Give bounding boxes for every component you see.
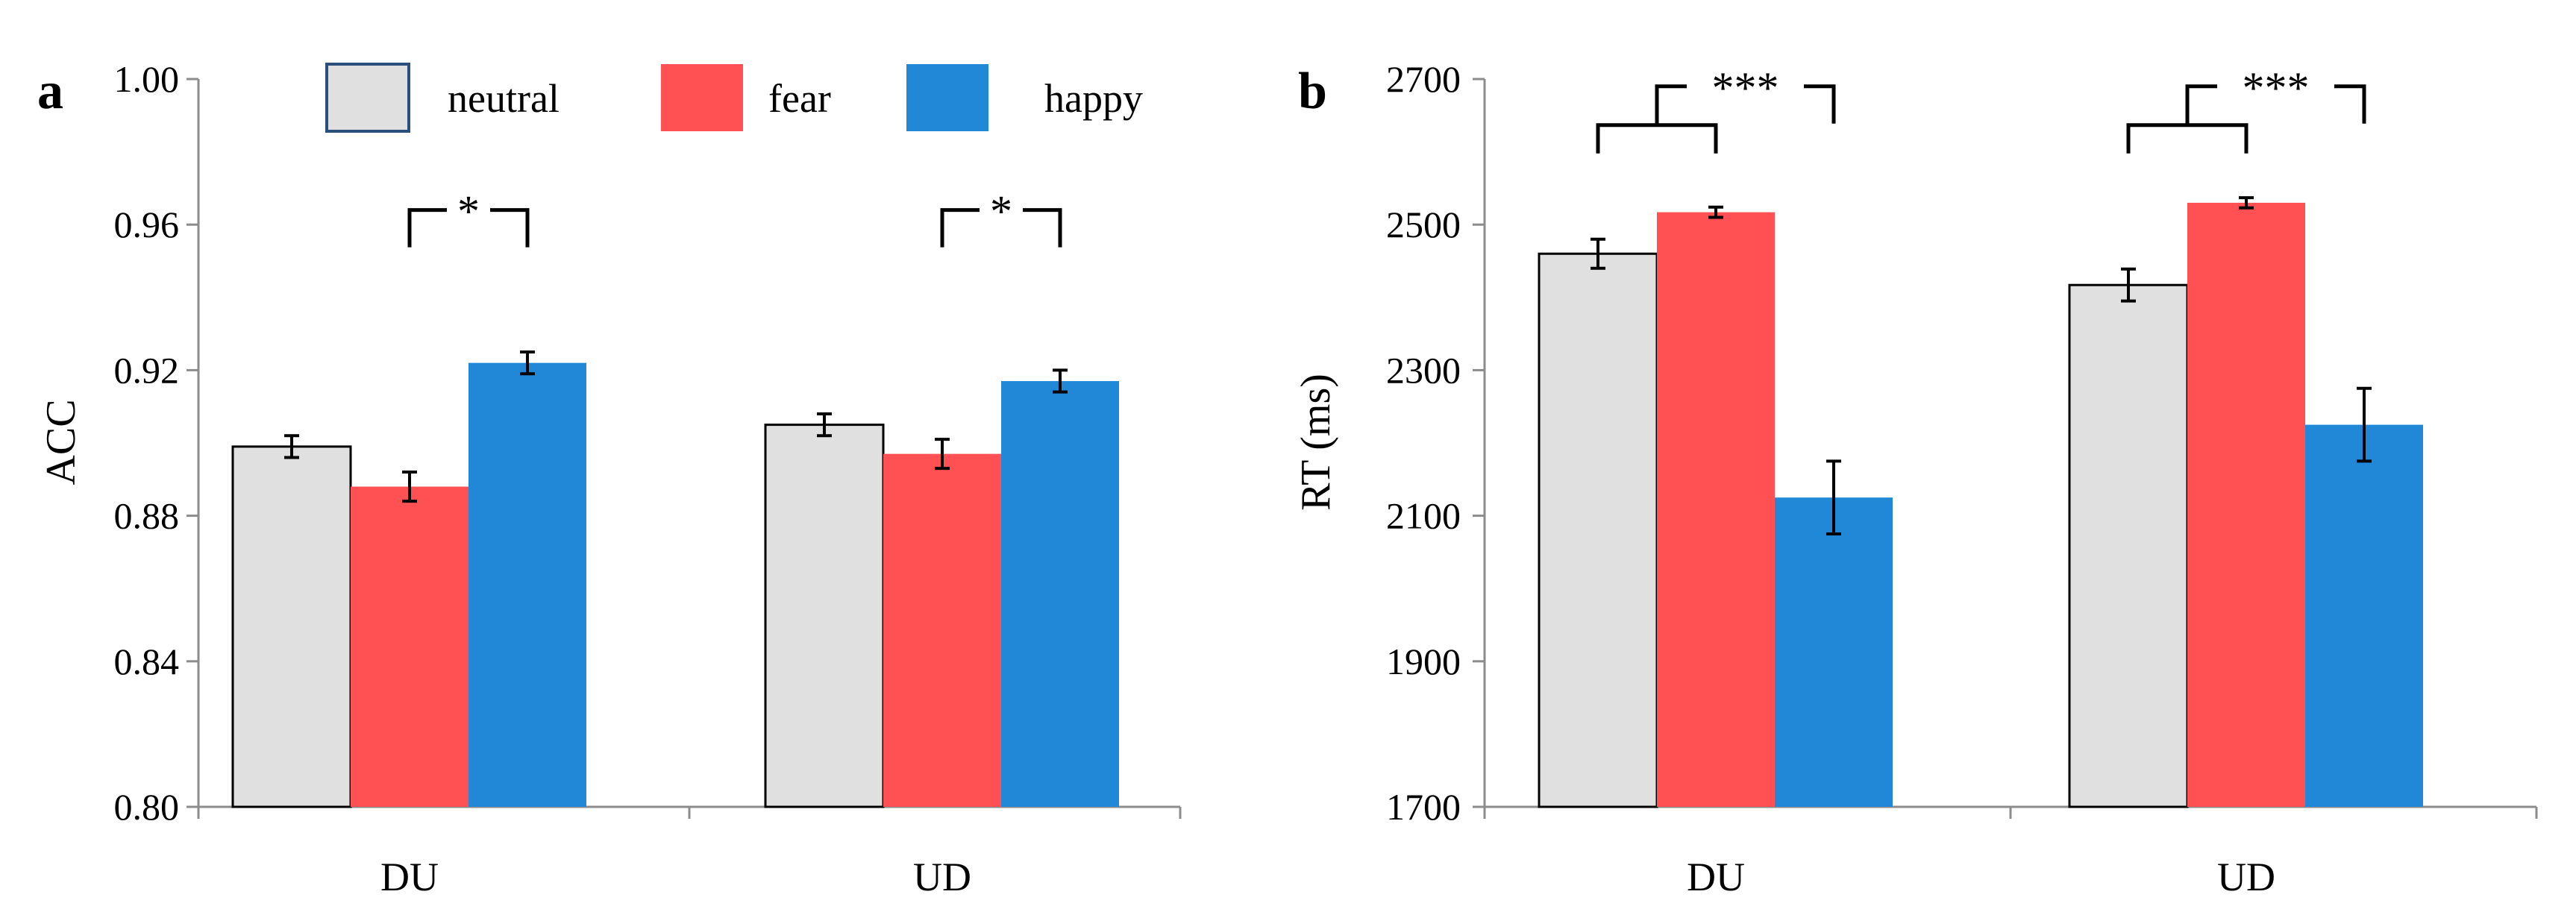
- panel-a-plot: 0.80 0.84 0.88 0.92 0.96 1.00 DU UD * *: [114, 58, 1182, 899]
- y-tick-label: 2500: [1386, 204, 1461, 245]
- x-category-label: DU: [380, 855, 439, 899]
- legend-swatch-happy: [906, 64, 988, 131]
- bar-happy-DU: [1775, 497, 1893, 807]
- legend-swatch-neutral: [325, 63, 410, 133]
- bar-fear-UD: [2187, 202, 2305, 807]
- significance-label: *: [457, 187, 480, 236]
- x-category-label: DU: [1687, 855, 1745, 899]
- bar-neutral-DU: [231, 445, 352, 808]
- y-tick-label: 0.84: [114, 641, 180, 682]
- bar-fear-DU: [1657, 212, 1775, 807]
- panel-b-plot: 1700 1900 2100 2300 2500 2700 DU UD *** ***: [1386, 58, 2538, 899]
- bar-happy-UD: [2305, 424, 2423, 807]
- y-tick-label: 1.00: [114, 58, 180, 100]
- significance-label: ***: [2243, 63, 2310, 113]
- y-tick-label: 2700: [1386, 58, 1461, 100]
- significance-bracket: [2334, 84, 2366, 124]
- legend-label-happy: happy: [1044, 76, 1143, 121]
- panel-a-ylabel: ACC: [38, 399, 84, 485]
- panel-b-ylabel: RT (ms): [1293, 374, 1339, 511]
- y-tick-label: 0.88: [114, 495, 180, 537]
- bar-fear-DU: [351, 486, 468, 807]
- significance-bracket: [407, 208, 447, 248]
- legend-swatch-fear: [661, 64, 743, 131]
- significance-bracket: [1596, 123, 1718, 154]
- bar-neutral-UD: [764, 424, 885, 808]
- significance-bracket: [490, 208, 530, 248]
- bar-fear-UD: [883, 453, 1001, 807]
- panel-a-letter: a: [37, 63, 63, 120]
- x-category-label: UD: [913, 855, 971, 899]
- bar-neutral-DU: [1538, 252, 1658, 808]
- significance-bracket: [940, 208, 980, 248]
- y-tick-label: 1900: [1386, 641, 1461, 682]
- y-tick-label: 2100: [1386, 495, 1461, 537]
- y-tick-label: 0.92: [114, 349, 180, 391]
- y-tick-label: 1700: [1386, 786, 1461, 828]
- significance-bracket: [1655, 84, 1687, 125]
- x-category-label: UD: [2217, 855, 2275, 899]
- y-tick-label: 2300: [1386, 349, 1461, 391]
- panel-b-letter: b: [1298, 63, 1327, 120]
- y-tick-label: 0.80: [114, 786, 180, 828]
- significance-bracket: [2126, 123, 2248, 154]
- significance-bracket: [1023, 208, 1062, 248]
- bar-happy-DU: [468, 362, 586, 807]
- y-tick-label: 0.96: [114, 204, 180, 245]
- significance-label: *: [990, 187, 1012, 236]
- legend-label-neutral: neutral: [448, 76, 560, 121]
- significance-bracket: [2185, 84, 2217, 125]
- significance-label: ***: [1712, 63, 1779, 113]
- legend: neutral fear happy: [325, 63, 1143, 133]
- legend-label-fear: fear: [768, 76, 831, 121]
- bar-happy-UD: [1001, 381, 1119, 807]
- bar-neutral-UD: [2068, 283, 2189, 808]
- significance-bracket: [1804, 84, 1836, 124]
